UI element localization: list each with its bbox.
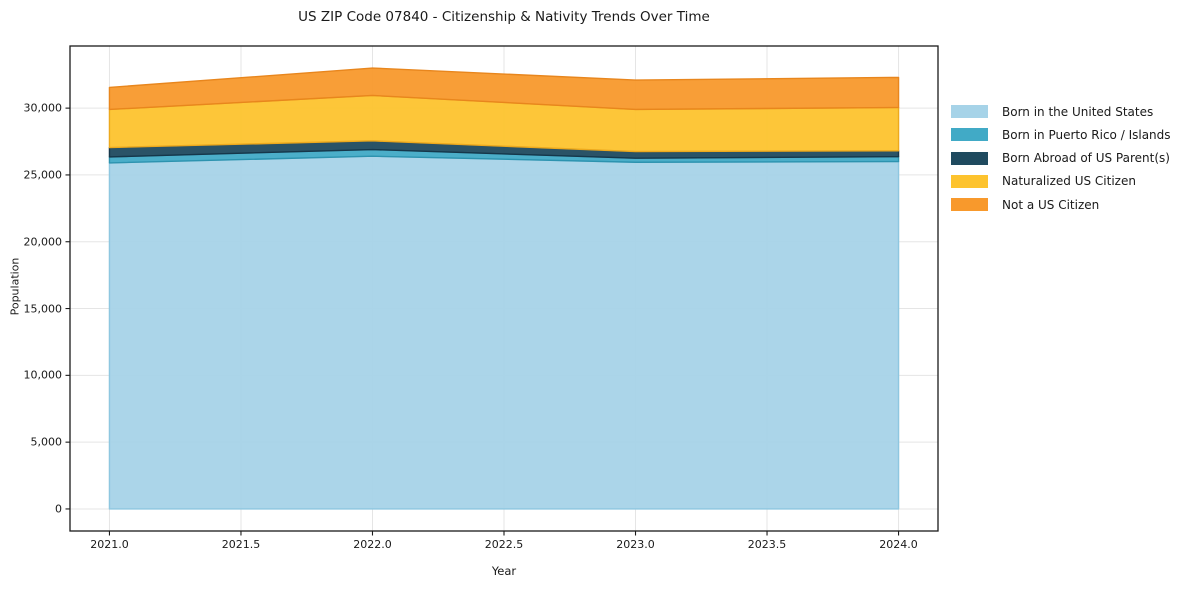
legend-swatch-icon: [951, 198, 988, 212]
legend-item: Not a US Citizen: [951, 197, 1171, 212]
legend-swatch-icon: [951, 174, 988, 188]
legend-label: Not a US Citizen: [1002, 197, 1100, 212]
x-tick-label: 2021.5: [221, 538, 261, 551]
legend-item: Born Abroad of US Parent(s): [951, 151, 1171, 166]
legend-item: Born in the United States: [951, 104, 1171, 119]
legend-item: Naturalized US Citizen: [951, 174, 1171, 189]
y-tick-label: 30,000: [23, 101, 63, 115]
legend-label: Naturalized US Citizen: [1002, 174, 1136, 189]
y-tick-label: 5,000: [30, 435, 63, 449]
x-tick-label: 2023.0: [616, 538, 655, 551]
legend-label: Born Abroad of US Parent(s): [1002, 151, 1170, 166]
x-tick-label: 2024.0: [879, 538, 918, 551]
legend-item: Born in Puerto Rico / Islands: [951, 127, 1171, 142]
x-axis-label: Year: [491, 564, 517, 578]
x-tick-label: 2021.0: [90, 538, 129, 551]
legend-swatch-icon: [951, 151, 988, 165]
legend-swatch-icon: [951, 128, 988, 142]
y-tick-label: 0: [55, 502, 62, 516]
chart-title: US ZIP Code 07840 - Citizenship & Nativi…: [298, 9, 710, 25]
legend: Born in the United States Born in Puerto…: [951, 105, 1171, 221]
legend-label: Born in the United States: [1002, 104, 1154, 119]
y-tick-label: 10,000: [23, 368, 63, 382]
y-tick-label: 15,000: [23, 302, 63, 316]
legend-label: Born in Puerto Rico / Islands: [1002, 127, 1171, 142]
x-tick-label: 2022.0: [353, 538, 392, 551]
y-tick-label: 20,000: [23, 235, 63, 249]
x-tick-label: 2022.5: [484, 538, 524, 551]
x-tick-label: 2023.5: [747, 538, 787, 551]
y-tick-label: 25,000: [23, 168, 63, 182]
legend-swatch-icon: [951, 105, 988, 118]
